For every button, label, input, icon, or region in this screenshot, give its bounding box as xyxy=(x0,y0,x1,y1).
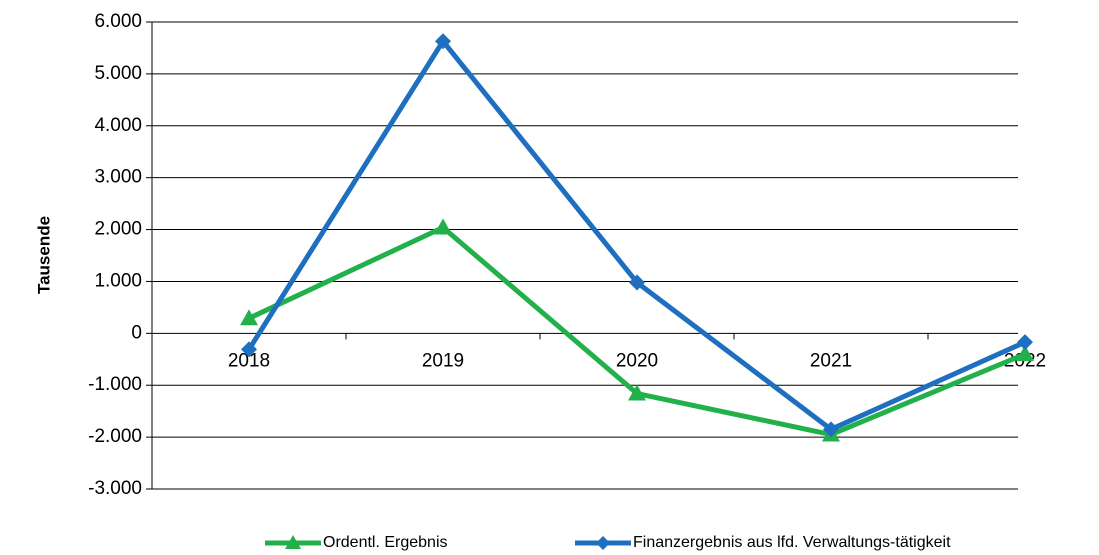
y-tick-label: -1.000 xyxy=(88,374,142,395)
legend-label: Finanzergebnis aus lfd. Verwaltungs-täti… xyxy=(633,534,951,551)
y-tick-label: 3.000 xyxy=(94,167,142,188)
y-tick-label: 4.000 xyxy=(94,115,142,136)
x-tick-label: 2020 xyxy=(616,350,658,371)
marker xyxy=(241,341,257,358)
y-axis-title: Tausende xyxy=(34,216,53,294)
y-tick-label: -3.000 xyxy=(88,478,142,499)
y-tick-label: 0 xyxy=(131,322,142,343)
marker xyxy=(823,421,839,438)
y-tick-label: -2.000 xyxy=(88,426,142,447)
marker xyxy=(1016,345,1034,362)
marker xyxy=(628,384,646,401)
legend-marker xyxy=(596,536,610,550)
y-tick-label: 5.000 xyxy=(94,63,142,84)
y-tick-label: 6.000 xyxy=(94,11,142,32)
legend-label: Ordentl. Ergebnis xyxy=(323,534,448,551)
marker xyxy=(629,274,645,291)
legend-marker xyxy=(285,535,301,549)
marker xyxy=(434,218,452,235)
x-tick-label: 2018 xyxy=(228,350,270,371)
y-tick-label: 1.000 xyxy=(94,270,142,291)
y-tick-label: 2.000 xyxy=(94,219,142,240)
marker xyxy=(435,33,451,50)
legend: Ordentl. Ergebnis Finanzergebnis aus lfd.… xyxy=(265,534,951,551)
series-line xyxy=(247,224,1026,438)
x-tick-label: 2019 xyxy=(422,350,464,371)
marker xyxy=(1017,334,1033,351)
x-tick-label: 2021 xyxy=(810,350,852,371)
marker xyxy=(240,309,258,326)
